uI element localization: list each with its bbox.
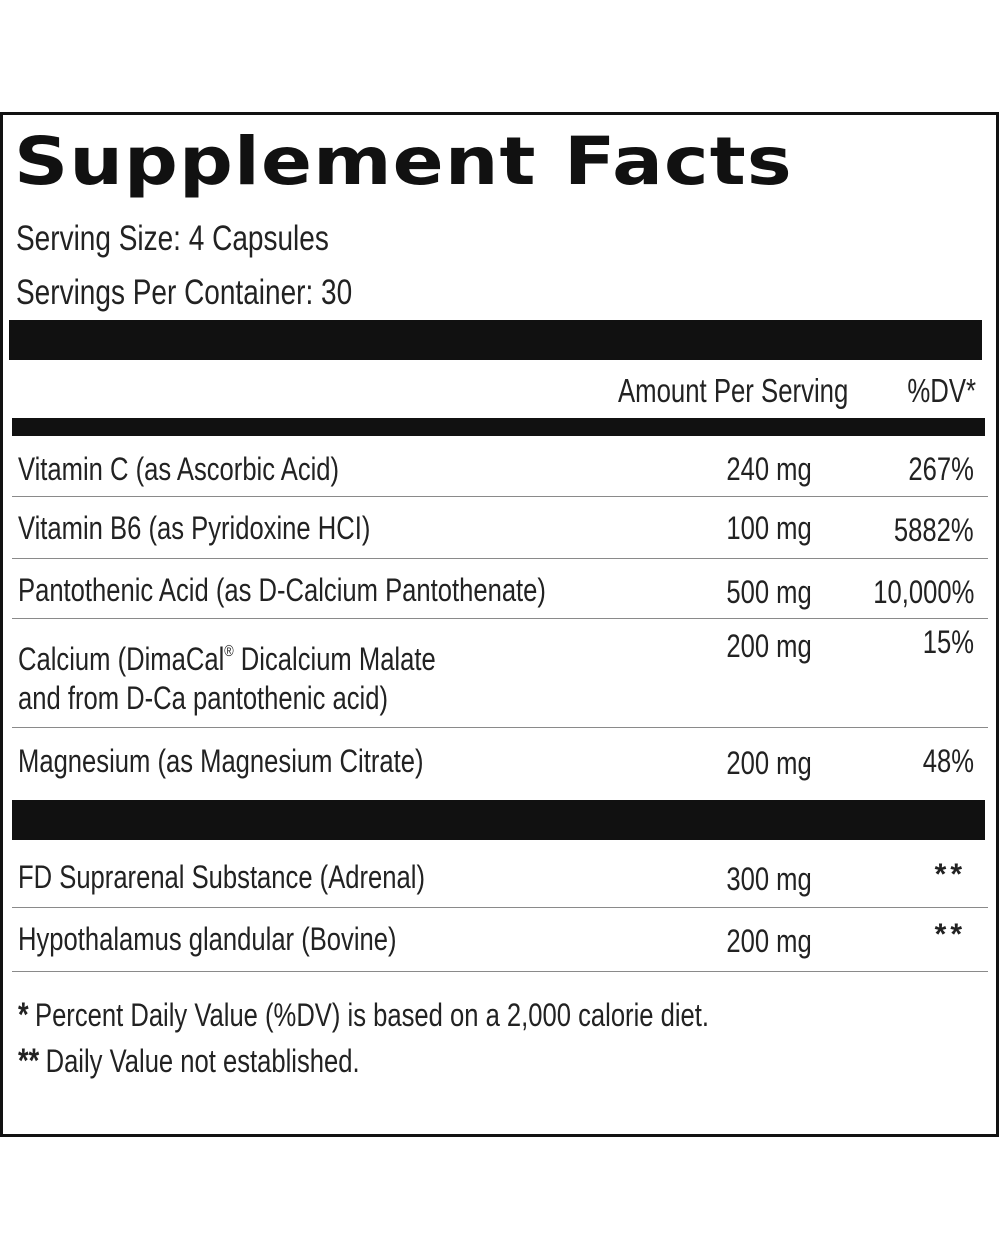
nutrient-name-line1: Calcium (DimaCal® Dicalcium Malate (18, 641, 436, 677)
nutrient-amount: 100 mg (726, 510, 812, 546)
nutrient-dv: 5882% (894, 512, 974, 548)
dv-column-header: %DV* (907, 372, 976, 409)
nutrient-row: Pantothenic Acid (as D-Calcium Pantothen… (12, 559, 988, 619)
nutrient-name: Vitamin B6 (as Pyridoxine HCI) (18, 510, 371, 546)
nutrient-name: Magnesium (as Magnesium Citrate) (18, 743, 424, 779)
ingredient-name: Hypothalamus glandular (Bovine) (18, 921, 397, 957)
amount-column-header: Amount Per Serving (617, 372, 848, 409)
nutrient-dv: 10,000% (872, 574, 974, 610)
nutrient-row: Calcium (DimaCal® Dicalcium Malate and f… (12, 619, 988, 728)
nutrient-dv: 267% (908, 451, 974, 487)
header-thick-bar (9, 320, 982, 360)
footnote-mark: * (18, 996, 29, 1034)
column-header-bar (12, 418, 985, 436)
ingredient-row: Hypothalamus glandular (Bovine) 200 mg *… (12, 908, 988, 972)
ingredient-amount: 200 mg (726, 923, 812, 959)
ingredient-amount: 300 mg (726, 861, 812, 897)
footnote-text: Percent Daily Value (%DV) is based on a … (34, 997, 710, 1033)
footnote-daily-value: * Percent Daily Value (%DV) is based on a… (18, 994, 709, 1036)
nutrient-row: Magnesium (as Magnesium Citrate) 200 mg … (12, 728, 988, 800)
section-divider-bar (12, 800, 985, 840)
nutrient-name: Pantothenic Acid (as D-Calcium Pantothen… (18, 572, 546, 608)
nutrient-amount: 200 mg (726, 745, 812, 781)
nutrient-dv: 48% (922, 743, 974, 779)
nutrient-amount: 500 mg (726, 574, 812, 610)
nutrient-name: Vitamin C (as Ascorbic Acid) (18, 451, 340, 487)
ingredient-dv: ** (934, 858, 966, 891)
serving-size: Serving Size: 4 Capsules (16, 219, 329, 258)
registered-mark: ® (224, 643, 234, 660)
nutrient-amount: 200 mg (726, 628, 812, 664)
footnote-not-established: ** Daily Value not established. (18, 1040, 360, 1082)
supplement-facts-panel (0, 112, 999, 1137)
ingredient-dv: ** (934, 918, 966, 951)
panel-title: Supplement Facts (14, 123, 793, 200)
nutrient-row: Vitamin C (as Ascorbic Acid) 240 mg 267% (12, 436, 988, 497)
footnote-text: Daily Value not established. (45, 1043, 360, 1079)
nutrient-name-line2: and from D-Ca pantothenic acid) (18, 680, 388, 716)
ingredient-row: FD Suprarenal Substance (Adrenal) 300 mg… (12, 846, 988, 908)
footnote-mark: ** (18, 1042, 40, 1080)
nutrient-row: Vitamin B6 (as Pyridoxine HCI) 100 mg 58… (12, 497, 988, 559)
ingredient-name: FD Suprarenal Substance (Adrenal) (18, 859, 425, 895)
nutrient-dv: 15% (922, 624, 974, 660)
servings-per-container: Servings Per Container: 30 (16, 273, 353, 312)
nutrient-amount: 240 mg (726, 451, 812, 487)
